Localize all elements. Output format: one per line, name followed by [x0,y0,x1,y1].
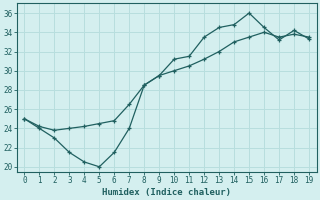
X-axis label: Humidex (Indice chaleur): Humidex (Indice chaleur) [102,188,231,197]
